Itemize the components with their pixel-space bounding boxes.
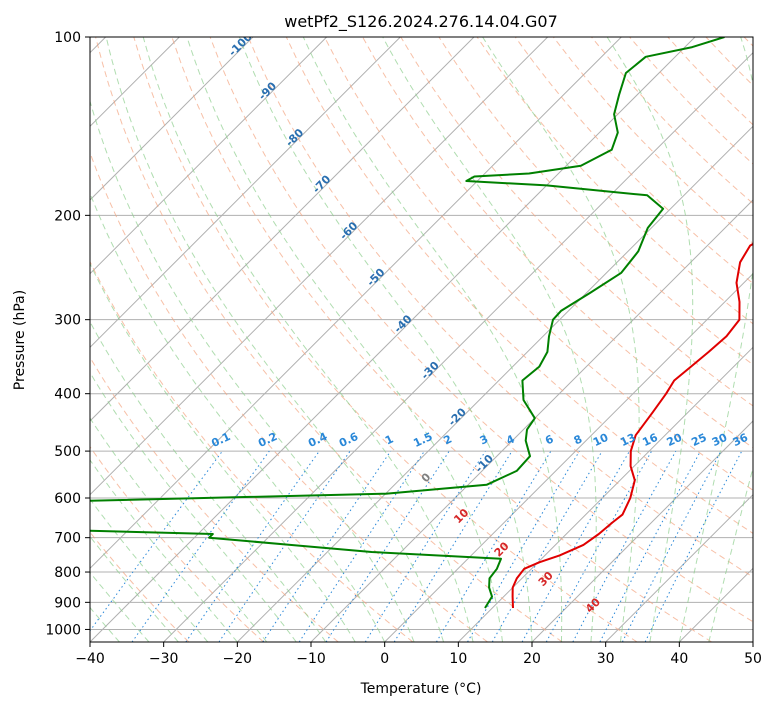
- y-tick-label: 200: [54, 208, 81, 224]
- mixing-ratio-line: [262, 450, 392, 642]
- isotherm-gridline: [384, 272, 753, 642]
- moist-adiabat: [90, 535, 179, 642]
- dry-adiabat: [171, 37, 712, 642]
- mixing-ratio-line: [325, 450, 450, 642]
- y-tick-label: 1000: [45, 622, 81, 638]
- dry-adiabat: [324, 37, 753, 491]
- x-tick-label: 30: [597, 651, 615, 667]
- moist-adiabat: [90, 99, 415, 642]
- moist-adiabat: [90, 417, 268, 642]
- y-tick-label: 300: [54, 313, 81, 329]
- isotherm-gridline: [605, 493, 753, 642]
- y-tick-label: 500: [54, 444, 81, 460]
- mixing-ratio-line: [599, 450, 701, 642]
- moist-adiabat: [90, 498, 209, 642]
- moist-adiabat: [482, 37, 640, 642]
- profiles: [90, 37, 753, 609]
- mixing-ratio-label: 36: [731, 431, 751, 449]
- dry-adiabat: [90, 260, 414, 642]
- moist-adiabat: [90, 459, 238, 642]
- isotherm-gridline: [236, 125, 753, 642]
- isotherm-gridline: [457, 346, 753, 642]
- x-tick-label: −20: [223, 651, 253, 667]
- dry-adiabat: [90, 445, 264, 642]
- dry-adiabat: [476, 37, 753, 325]
- isotherm-gridline: [90, 37, 254, 201]
- moist-adiabat: [606, 37, 694, 642]
- dry-adiabat: [514, 37, 753, 285]
- x-tick-label: −40: [75, 651, 105, 667]
- isotherm-gridline: [90, 37, 696, 642]
- isotherm-gridline: [90, 37, 401, 349]
- mixing-ratio-line: [393, 450, 513, 642]
- mixing-ratio-line: [364, 450, 486, 642]
- dry-adiabats: [90, 37, 753, 642]
- moist-adiabat: [302, 37, 563, 642]
- isotherm-gridline: [90, 37, 549, 496]
- moist-adiabat: [90, 371, 297, 642]
- grid-layer: [90, 37, 753, 642]
- mixing-ratio-label: 10: [591, 431, 611, 449]
- mixing-ratio-label: 13: [618, 431, 637, 449]
- mixing-ratio-line: [435, 450, 552, 642]
- isotherm-gridline: [531, 420, 753, 642]
- mixing-ratio-line: [185, 450, 320, 642]
- axes: −40 −30 −20 −10 0 10 20 30 40 50 100 200 300 400 500 60…: [45, 30, 762, 667]
- moist-adiabat: [90, 192, 386, 642]
- x-tick-label: 40: [670, 651, 688, 667]
- mixing-ratio-label: 30: [710, 431, 730, 449]
- mixing-ratio-label: 20: [665, 431, 685, 449]
- moist-adiabat: [142, 37, 474, 642]
- isotherm-gridline: [90, 37, 328, 275]
- y-tick-label: 600: [54, 491, 81, 507]
- mixing-ratio-line: [218, 450, 351, 642]
- x-tick-label: 10: [449, 651, 467, 667]
- plot-frame: [89, 36, 754, 643]
- x-tick-label: 50: [744, 651, 762, 667]
- x-tick-label: −30: [149, 651, 179, 667]
- y-tick-label: 100: [54, 30, 81, 46]
- y-tick-label: 800: [54, 565, 81, 581]
- y-tick-label: 400: [54, 387, 81, 403]
- isotherm-gridline: [90, 37, 622, 570]
- x-tick-label: −10: [296, 651, 326, 667]
- moist-adiabat: [105, 37, 445, 642]
- chart-title: wetPf2_S126.2024.276.14.04.G07: [284, 12, 558, 32]
- plot-area: 0.1 0.2 0.4 0.6 1 1.5 2 3 4 6 8 10 13 16 20 25 30 36-100-…: [90, 37, 753, 642]
- x-tick-label: 20: [523, 651, 541, 667]
- mixing-ratio-line: [572, 450, 677, 642]
- x-axis-title: Temperature (°C): [360, 681, 482, 697]
- moist-adiabat: [678, 37, 753, 642]
- temperature-profile: [511, 242, 753, 609]
- y-axis-title: Pressure (hPa): [12, 290, 28, 390]
- moist-adiabat: [708, 466, 753, 642]
- mixing-ratio-label: 16: [640, 431, 660, 449]
- x-tick-label: 0: [380, 651, 389, 667]
- dry-adiabat: [285, 37, 753, 534]
- dry-adiabat: [247, 37, 753, 578]
- dry-adiabat: [95, 37, 563, 642]
- mixing-ratio-label: 25: [689, 431, 708, 449]
- moist-adiabat: [90, 262, 356, 642]
- moist-adiabat: [90, 571, 150, 642]
- mixing-ratio-line: [298, 450, 425, 642]
- mixing-ratio-lines: [90, 450, 743, 642]
- dewpoint-profile: [90, 37, 725, 609]
- moist-adiabat: [238, 37, 533, 642]
- moist-adiabat: [382, 37, 597, 642]
- y-tick-label: 700: [54, 531, 81, 547]
- dry-adiabat: [133, 37, 638, 642]
- moist-adiabat: [90, 320, 327, 642]
- isotherm-gridline: [163, 51, 753, 642]
- isotherm-gridline: [90, 37, 475, 422]
- dry-adiabat: [209, 37, 753, 623]
- moist-adiabats: [90, 37, 753, 642]
- mixing-ratio-line: [467, 450, 580, 642]
- y-tick-label: 900: [54, 595, 81, 611]
